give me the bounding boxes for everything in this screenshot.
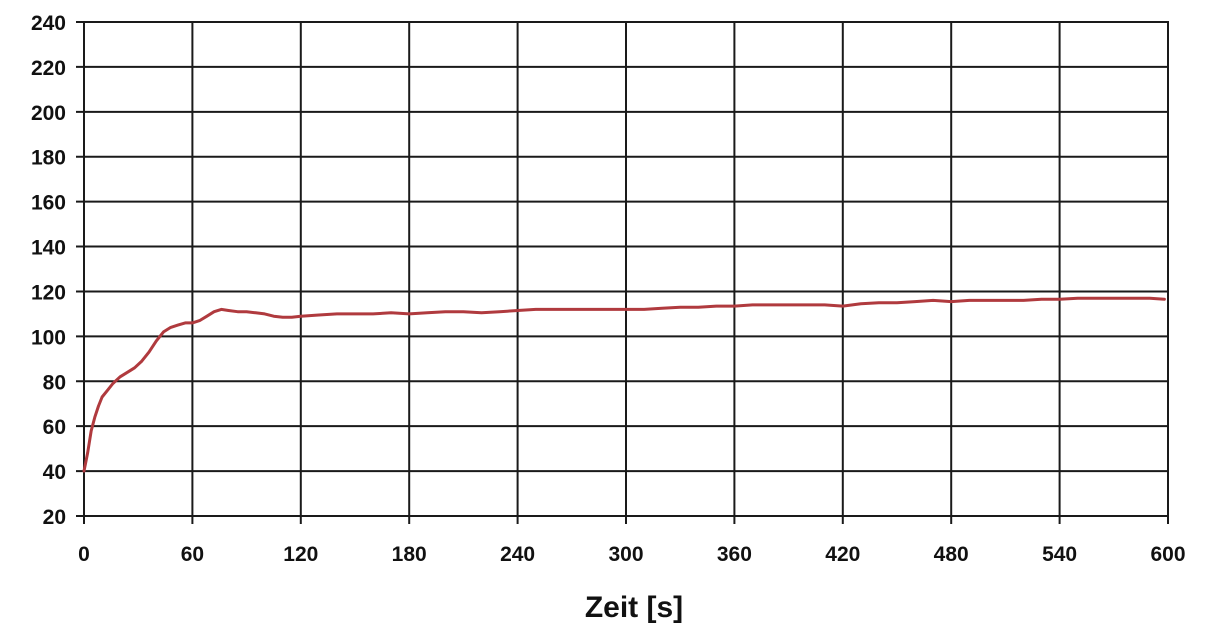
series-line (82, 296, 1166, 473)
y-tick-label: 80 (43, 371, 66, 394)
y-tick-label: 220 (31, 57, 66, 80)
y-tick-label: 100 (31, 326, 66, 349)
x-tick-label: 120 (283, 543, 318, 566)
grid (76, 21, 1169, 524)
x-tick-label: 0 (78, 543, 90, 566)
plot-frame (83, 21, 1169, 517)
y-tick-label: 60 (43, 416, 66, 439)
y-axis-ticks: 20 40 60 80 100 120 140 160 180 200 220 240 (31, 12, 66, 529)
x-tick-label: 480 (934, 543, 969, 566)
x-tick-label: 180 (392, 543, 427, 566)
x-tick-label: 540 (1042, 543, 1077, 566)
y-tick-label: 140 (31, 237, 66, 260)
x-axis-ticks: 0 60 120 180 240 300 360 420 480 540 600 (78, 543, 1185, 566)
y-tick-label: 180 (31, 147, 66, 170)
y-tick-label: 40 (43, 461, 66, 484)
x-tick-label: 300 (608, 543, 643, 566)
y-tick-label: 240 (31, 12, 66, 35)
x-axis-title: Zeit [s] (585, 591, 683, 624)
x-tick-label: 60 (181, 543, 204, 566)
x-tick-label: 360 (717, 543, 752, 566)
series-layer (82, 296, 1166, 473)
y-tick-label: 200 (31, 102, 66, 125)
y-tick-label: 120 (31, 281, 66, 304)
x-tick-label: 240 (500, 543, 535, 566)
x-tick-label: 600 (1150, 543, 1185, 566)
y-tick-label: 160 (31, 192, 66, 215)
x-tick-label: 420 (825, 543, 860, 566)
y-tick-label: 20 (43, 506, 66, 529)
